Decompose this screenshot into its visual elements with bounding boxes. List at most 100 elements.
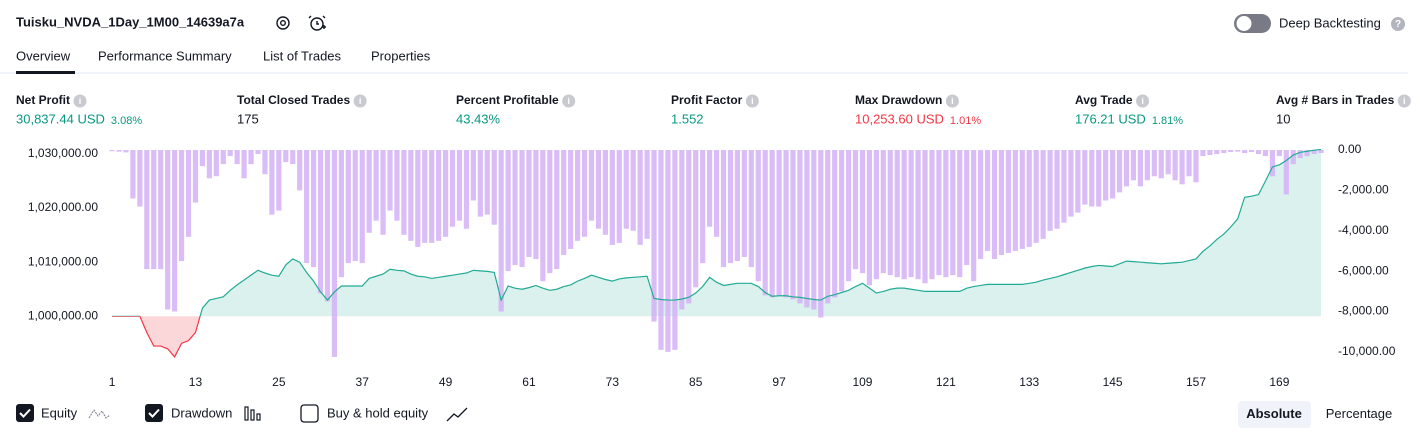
drawdown-bar bbox=[1137, 150, 1144, 187]
drawdown-bar bbox=[415, 150, 421, 247]
drawdown-bar bbox=[1061, 150, 1067, 223]
drawdown-bar bbox=[1228, 150, 1234, 153]
info-i: i bbox=[1403, 96, 1406, 106]
drawdown-bar bbox=[1255, 150, 1262, 155]
drawdown-bar bbox=[1096, 150, 1102, 207]
drawdown-bar bbox=[1242, 150, 1248, 154]
drawdown-bar bbox=[964, 150, 970, 266]
drawdown-bar bbox=[1151, 150, 1157, 177]
drawdown-bar bbox=[984, 150, 991, 251]
button[interactable]: Percentage bbox=[1326, 406, 1393, 421]
drawdown-bar bbox=[1304, 150, 1310, 157]
drawdown-bar bbox=[1200, 150, 1206, 157]
drawdown-bar bbox=[1283, 150, 1289, 195]
drawdown-bar bbox=[977, 150, 984, 260]
drawdown-bar bbox=[283, 150, 289, 163]
drawdown-bar bbox=[1123, 150, 1130, 187]
toggle-label: Deep Backtesting bbox=[1279, 15, 1381, 30]
drawdown-bar bbox=[317, 150, 324, 294]
drawdown-bar bbox=[144, 150, 150, 270]
metric-value: 176.21 USD bbox=[1075, 111, 1146, 126]
info-icon bbox=[1136, 94, 1150, 108]
drawdown-bar bbox=[331, 150, 338, 357]
drawdown-bar bbox=[1214, 150, 1220, 155]
y2-tick-label: -4,000.00 bbox=[1338, 223, 1389, 237]
tab[interactable]: Overview bbox=[16, 48, 71, 63]
button-bg[interactable] bbox=[1238, 401, 1311, 428]
drawdown-bar bbox=[623, 150, 629, 229]
drawdown-bar bbox=[769, 150, 775, 298]
chart: 1,000,000.00 1,010,000.00 1,020,000.00 1,03… bbox=[28, 142, 1396, 389]
metric-label: Total Closed Trades bbox=[237, 93, 350, 107]
drawdown-bar bbox=[234, 150, 240, 165]
drawdown-bar bbox=[776, 150, 782, 296]
tab[interactable]: List of Trades bbox=[263, 48, 342, 63]
y-tick-label: 1,020,000.00 bbox=[28, 200, 98, 214]
x-tick-label: 13 bbox=[189, 375, 203, 389]
metric-label: Percent Profitable bbox=[456, 93, 559, 107]
alert-icon[interactable] bbox=[308, 15, 326, 31]
drawdown-bar bbox=[581, 150, 588, 237]
drawdown-bar bbox=[839, 150, 845, 292]
x-tick-label: 109 bbox=[852, 375, 872, 389]
drawdown-bar bbox=[359, 150, 365, 264]
drawdown-bar bbox=[373, 150, 379, 221]
drawdown-bar bbox=[352, 150, 358, 262]
drawdown-bar bbox=[1068, 150, 1074, 217]
tab[interactable]: Properties bbox=[371, 48, 431, 63]
drawdown-bar bbox=[609, 150, 615, 245]
drawdown-bar bbox=[1019, 150, 1025, 249]
info-i: i bbox=[359, 96, 362, 106]
drawdown-bar bbox=[477, 150, 483, 217]
drawdown-bar bbox=[741, 150, 747, 258]
active-tab-underline bbox=[16, 71, 75, 74]
drawdown-bar bbox=[1082, 150, 1088, 205]
metric-value: 10,253.60 USD bbox=[855, 111, 944, 126]
drawdown-bar bbox=[894, 150, 900, 278]
checkbox[interactable] bbox=[145, 404, 163, 422]
x-tick-label: 61 bbox=[522, 375, 536, 389]
button[interactable]: Absolute bbox=[1246, 406, 1302, 421]
checkbox[interactable] bbox=[16, 404, 34, 422]
drawdown-bar bbox=[616, 150, 622, 243]
drawdown-bar bbox=[456, 150, 463, 221]
metric-percent: 1.01% bbox=[950, 115, 981, 127]
drawdown-bar bbox=[1165, 150, 1171, 175]
drawdown-bar bbox=[463, 150, 470, 229]
drawdown-bar bbox=[1221, 150, 1227, 154]
drawdown-bar bbox=[651, 150, 657, 322]
settings-icon[interactable] bbox=[276, 16, 290, 30]
metric-value: 175 bbox=[237, 111, 259, 126]
drawdown-bar bbox=[908, 150, 914, 278]
drawdown-bar bbox=[304, 150, 310, 264]
drawdown-bar bbox=[644, 150, 650, 239]
x-tick-label: 157 bbox=[1186, 375, 1206, 389]
drawdown-bar bbox=[1193, 150, 1199, 183]
drawdown-bar bbox=[658, 150, 664, 350]
drawdown-bar bbox=[248, 150, 254, 165]
drawdown-bar bbox=[123, 150, 129, 153]
info-icon bbox=[1397, 94, 1411, 108]
drawdown-bar bbox=[498, 150, 504, 312]
drawdown-bar bbox=[290, 150, 296, 165]
drawdown-bar bbox=[1144, 150, 1150, 181]
drawdown-bar bbox=[1235, 150, 1241, 152]
drawdown-bar bbox=[1297, 150, 1303, 159]
toggle[interactable] bbox=[1234, 14, 1271, 33]
drawdown-bar bbox=[713, 150, 720, 237]
strategy-title: Tuisku_NVDA_1Day_1M00_14639a7a bbox=[16, 14, 245, 29]
drawdown-bar bbox=[936, 150, 942, 276]
drawdown-bar bbox=[1075, 150, 1081, 213]
drawdown-bar bbox=[915, 150, 921, 280]
drawdown-bar bbox=[575, 150, 581, 241]
drawdown-bar bbox=[241, 150, 247, 179]
checkbox[interactable] bbox=[300, 404, 319, 423]
drawdown-bar bbox=[734, 150, 741, 262]
x-tick-label: 97 bbox=[772, 375, 786, 389]
drawdown-bar bbox=[324, 150, 331, 302]
tab[interactable]: Performance Summary bbox=[98, 48, 232, 63]
drawdown-bar bbox=[1318, 150, 1324, 154]
drawdown-bar bbox=[922, 150, 928, 284]
x-tick-label: 133 bbox=[1019, 375, 1039, 389]
drawdown-bar bbox=[887, 150, 893, 276]
